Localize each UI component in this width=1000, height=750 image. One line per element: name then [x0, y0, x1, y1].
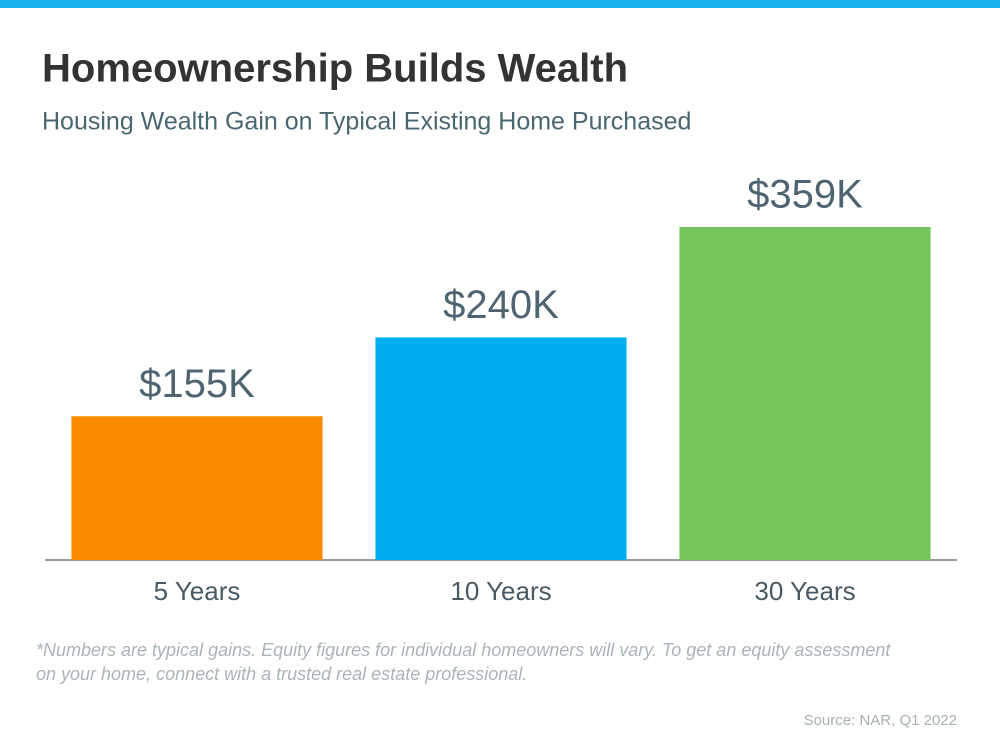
bar [679, 227, 931, 560]
bar [71, 416, 323, 560]
value-label: $240K [443, 283, 559, 327]
source: Source: NAR, Q1 2022 [804, 712, 957, 729]
chart-subtitle: Housing Wealth Gain on Typical Existing … [42, 108, 691, 136]
x-tick-label: 30 Years [754, 576, 855, 606]
bar [375, 337, 627, 560]
x-tick-label: 5 Years [154, 576, 241, 606]
x-tick-label: 10 Years [450, 576, 551, 606]
footnote: *Numbers are typical gains. Equity figur… [36, 640, 891, 660]
value-label: $155K [139, 362, 255, 406]
chart-title: Homeownership Builds Wealth [42, 47, 628, 91]
value-label: $359K [747, 173, 863, 217]
top-stripe [0, 0, 1000, 8]
footnote: on your home, connect with a trusted rea… [36, 664, 527, 684]
